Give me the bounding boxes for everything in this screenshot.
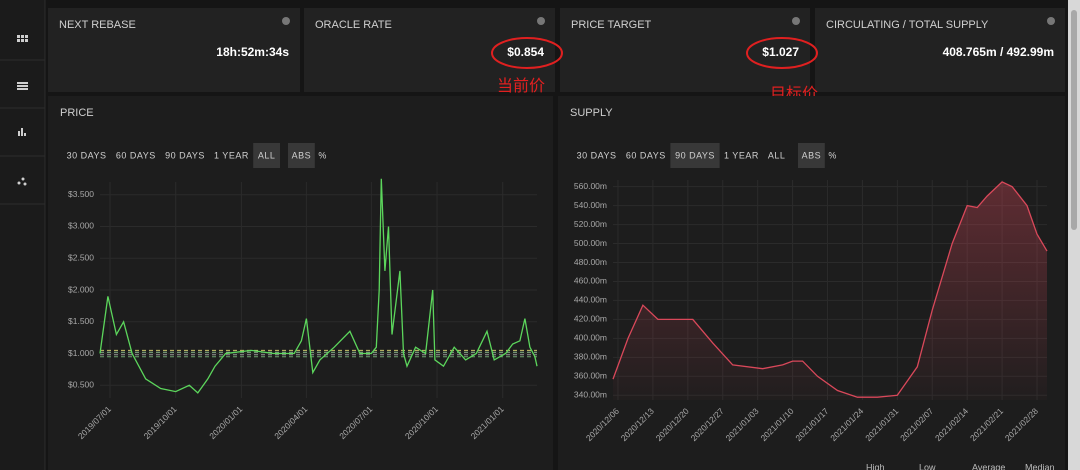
y-tick-label: 400.00m	[574, 333, 607, 343]
chart-title: SUPPLY	[570, 107, 613, 119]
range-button[interactable]: %	[318, 150, 327, 160]
legend-entry: High	[866, 462, 885, 470]
range-button-bg	[798, 143, 825, 168]
range-button[interactable]: ALL	[258, 150, 276, 160]
y-tick-label: 340.00m	[574, 390, 607, 400]
y-tick-label: $1.500	[68, 316, 94, 326]
card	[48, 8, 300, 92]
range-button[interactable]: 90 DAYS	[165, 150, 205, 160]
range-button[interactable]: ABS	[292, 150, 312, 160]
area-fill	[613, 181, 1047, 400]
info-icon	[1047, 17, 1055, 25]
y-tick-label: 540.00m	[574, 200, 607, 210]
annotation: 当前价	[497, 77, 545, 95]
card-title: NEXT REBASE	[59, 19, 136, 31]
range-button-bg	[288, 143, 315, 168]
range-button[interactable]: 1 YEAR	[214, 150, 249, 160]
info-icon	[282, 17, 290, 25]
range-button[interactable]: 90 DAYS	[675, 150, 715, 160]
highlight-circle	[491, 37, 563, 69]
range-button-bg	[670, 143, 720, 168]
card-value: $0.854	[507, 45, 544, 59]
highlight-circle	[746, 37, 818, 69]
sidebar-icons[interactable]	[17, 35, 28, 186]
y-tick-label: 440.00m	[574, 295, 607, 305]
range-button[interactable]: 1 YEAR	[724, 150, 759, 160]
legend-entry: Average	[972, 462, 1005, 470]
range-button[interactable]: %	[828, 150, 837, 160]
range-button[interactable]: 60 DAYS	[116, 150, 156, 160]
card	[815, 8, 1065, 92]
y-tick-label: 460.00m	[574, 276, 607, 286]
card-value: 18h:52m:34s	[216, 45, 289, 59]
y-tick-label: 360.00m	[574, 371, 607, 381]
range-button-bg	[253, 143, 280, 168]
y-tick-label: $1.000	[68, 348, 94, 358]
scrollbar-thumb[interactable]	[1071, 10, 1077, 230]
info-icon	[792, 17, 800, 25]
y-tick-label: $2.000	[68, 284, 94, 294]
y-tick-label: 480.00m	[574, 257, 607, 267]
range-button[interactable]: ABS	[802, 150, 822, 160]
data-line	[612, 181, 1048, 398]
card-value: $1.027	[762, 45, 799, 59]
card-value: 408.765m / 492.99m	[943, 45, 1054, 59]
legend-entry: Low	[919, 462, 936, 470]
y-tick-label: 560.00m	[574, 181, 607, 191]
card-title: CIRCULATING / TOTAL SUPPLY	[826, 19, 989, 31]
y-tick-label: 500.00m	[574, 238, 607, 248]
info-icon	[537, 17, 545, 25]
y-tick-label: $0.500	[68, 380, 94, 390]
y-tick-label: 520.00m	[574, 219, 607, 229]
y-tick-label: $2.500	[68, 252, 94, 262]
legend-entry: Median	[1025, 462, 1055, 470]
card	[560, 8, 810, 92]
card-title: ORACLE RATE	[315, 19, 392, 31]
card-title: PRICE TARGET	[571, 19, 652, 31]
chart-title: PRICE	[60, 107, 94, 119]
y-tick-label: 380.00m	[574, 352, 607, 362]
range-button[interactable]: 30 DAYS	[67, 150, 107, 160]
y-tick-label: $3.500	[68, 189, 94, 199]
range-button[interactable]: ALL	[768, 150, 786, 160]
data-line	[99, 178, 538, 394]
sidebar-dividers	[0, 59, 45, 205]
range-button[interactable]: 30 DAYS	[577, 150, 617, 160]
card	[304, 8, 555, 92]
range-button[interactable]: 60 DAYS	[626, 150, 666, 160]
y-tick-label: $3.000	[68, 221, 94, 231]
y-tick-label: 420.00m	[574, 314, 607, 324]
sidebar	[0, 0, 45, 470]
